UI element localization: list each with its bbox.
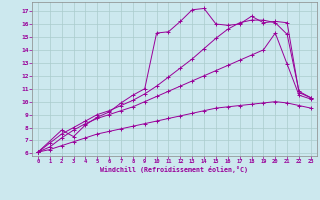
X-axis label: Windchill (Refroidissement éolien,°C): Windchill (Refroidissement éolien,°C) [100,166,248,173]
